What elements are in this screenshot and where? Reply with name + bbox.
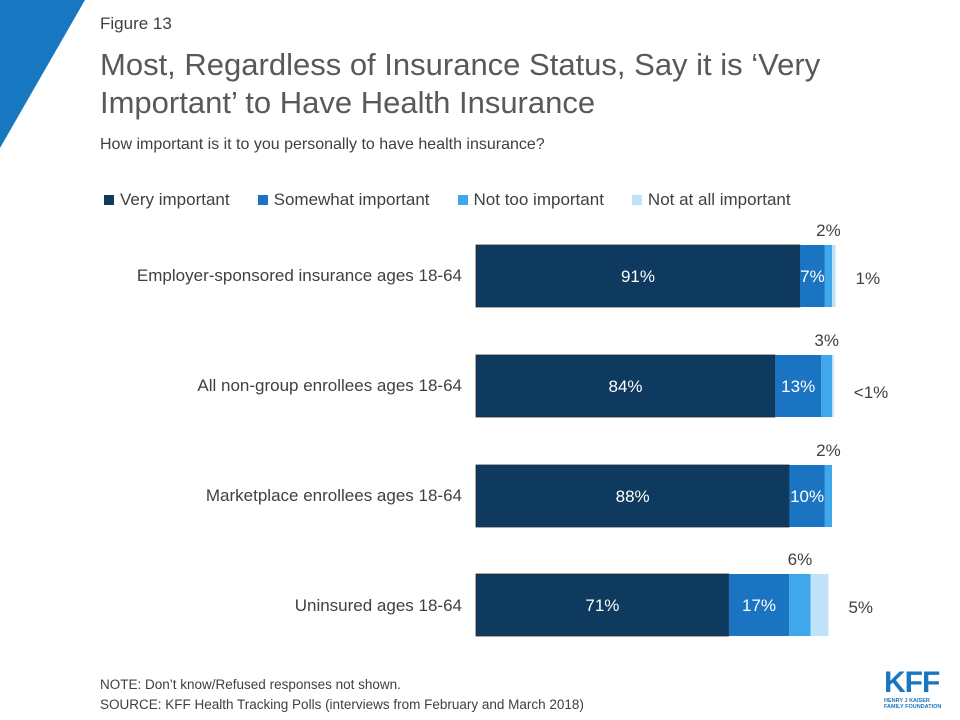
bar-non-group-not-at-all-important bbox=[832, 355, 834, 417]
data-label-employer-not-at-all-important: 1% bbox=[856, 269, 881, 288]
bar-marketplace-not-too-important bbox=[824, 465, 832, 527]
category-label-marketplace: Marketplace enrollees ages 18-64 bbox=[205, 486, 462, 505]
bar-employer-very-important bbox=[475, 244, 801, 308]
kff-logo: KFF HENRY J KAISER FAMILY FOUNDATION bbox=[884, 666, 952, 711]
bar-employer-not-too-important bbox=[824, 245, 832, 307]
data-label-employer-very-important: 91% bbox=[621, 267, 655, 286]
bar-non-group-somewhat-important bbox=[775, 355, 822, 417]
legend-swatch-somewhat-important bbox=[257, 195, 268, 205]
bar-uninsured-not-at-all-important bbox=[810, 574, 829, 636]
bar-uninsured-not-too-important bbox=[789, 574, 811, 636]
category-label-non-group: All non-group enrollees ages 18-64 bbox=[197, 376, 462, 395]
bar-employer-somewhat-important bbox=[799, 245, 825, 307]
chart-subtitle: How important is it to you personally to… bbox=[100, 136, 545, 153]
category-label-uninsured: Uninsured ages 18-64 bbox=[294, 596, 462, 615]
legend-item-not-at-all-important: Not at all important bbox=[631, 190, 791, 210]
legend-label-very-important: Very important bbox=[120, 190, 230, 209]
kff-logo-line1: HENRY J KAISER bbox=[884, 698, 930, 704]
legend-item-not-too-important: Not too important bbox=[457, 190, 604, 210]
data-label-employer-not-too-important: 2% bbox=[816, 221, 841, 240]
data-label-employer-somewhat-important: 7% bbox=[800, 267, 825, 286]
legend-swatch-very-important bbox=[104, 195, 114, 205]
data-label-marketplace-not-too-important: 2% bbox=[816, 441, 841, 460]
data-label-non-group-very-important: 84% bbox=[609, 377, 643, 396]
chart-title: Most, Regardless of Insurance Status, Sa… bbox=[100, 47, 821, 120]
legend-label-not-too-important: Not too important bbox=[473, 190, 604, 209]
chart-note: NOTE: Don’t know/Refused responses not s… bbox=[100, 677, 401, 692]
category-label-employer: Employer-sponsored insurance ages 18-64 bbox=[136, 266, 462, 285]
data-label-non-group-not-at-all-important: <1% bbox=[854, 383, 889, 402]
data-label-uninsured-not-at-all-important: 5% bbox=[848, 598, 873, 617]
legend-label-somewhat-important: Somewhat important bbox=[273, 190, 430, 209]
data-label-marketplace-very-important: 88% bbox=[616, 487, 650, 506]
legend-swatch-not-too-important bbox=[457, 195, 468, 205]
bar-non-group-not-too-important bbox=[821, 355, 832, 417]
chart-legend: Very important Somewhat important Not to… bbox=[104, 190, 791, 210]
data-label-non-group-not-too-important: 3% bbox=[814, 331, 839, 350]
data-label-non-group-somewhat-important: 13% bbox=[781, 377, 815, 396]
figure-label: Figure 13 bbox=[100, 14, 172, 33]
chart-source: SOURCE: KFF Health Tracking Polls (inter… bbox=[100, 697, 584, 712]
bar-uninsured-somewhat-important bbox=[728, 574, 790, 636]
data-label-uninsured-very-important: 71% bbox=[585, 596, 619, 615]
data-label-marketplace-somewhat-important: 10% bbox=[790, 487, 824, 506]
kff-logo-line2: FAMILY FOUNDATION bbox=[884, 704, 942, 710]
bar-marketplace-very-important bbox=[475, 464, 790, 528]
bar-non-group-very-important bbox=[475, 354, 776, 418]
legend-swatch-not-at-all-important bbox=[631, 195, 642, 205]
legend-item-very-important: Very important bbox=[104, 190, 230, 210]
data-label-uninsured-not-too-important: 6% bbox=[788, 550, 813, 569]
corner-accent bbox=[0, 0, 85, 148]
legend-label-not-at-all-important: Not at all important bbox=[647, 190, 791, 209]
bar-marketplace-somewhat-important bbox=[789, 465, 825, 527]
legend-item-somewhat-important: Somewhat important bbox=[257, 190, 430, 210]
bar-uninsured-very-important bbox=[475, 573, 730, 637]
kff-logo-mark: KFF bbox=[884, 666, 940, 699]
bar-employer-not-at-all-important bbox=[832, 245, 836, 307]
data-label-uninsured-somewhat-important: 17% bbox=[742, 596, 776, 615]
